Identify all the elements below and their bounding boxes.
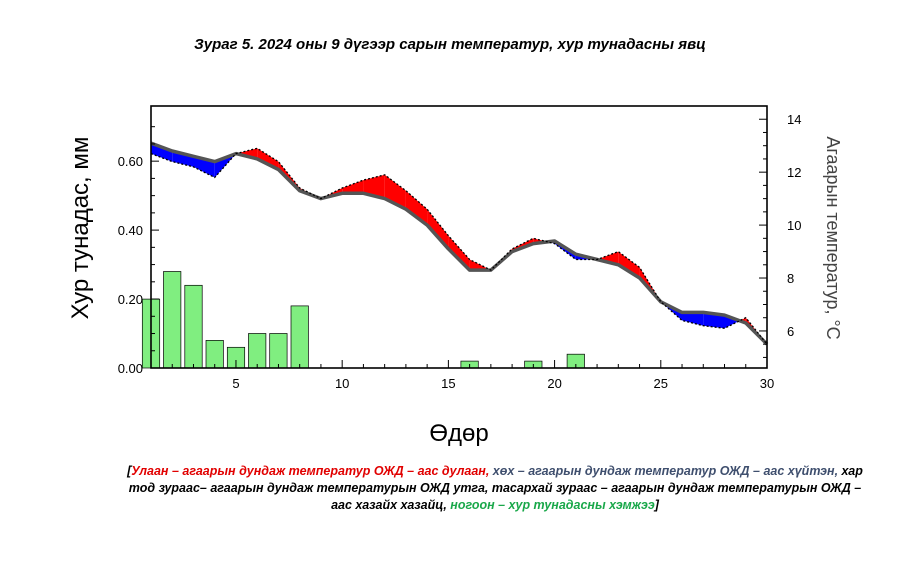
precip-bar-day-6	[248, 333, 267, 369]
y-left-axis: 0.00 0.20 0.40 0.60	[118, 126, 159, 376]
caption-red-legend: Улаан – агаарын дундаж температур ОЖД – …	[131, 464, 490, 478]
warm-anomaly-fill-11-0	[363, 174, 385, 199]
caption-line-legend: хар тод зураас– агаарын дундаж температу…	[128, 464, 863, 512]
plot-frame	[150, 105, 768, 369]
warm-anomaly-fill-10-0	[342, 180, 364, 194]
warm-anomaly-fill-14-0	[427, 209, 449, 249]
x-tick-label-30: 30	[760, 376, 774, 391]
warm-anomaly-fill-15-0	[448, 235, 470, 271]
x-tick-label-15: 15	[441, 376, 455, 391]
cold-anomaly-fill-28-0	[724, 315, 740, 329]
chart-caption: [Улаан – агаарын дундаж температур ОЖД –…	[120, 463, 870, 514]
warm-anomaly-fill-23-0	[618, 251, 640, 278]
caption-green-legend: ногоон – хур тунадасны хэмжээ	[446, 498, 655, 512]
x-axis-label: Өдөр	[429, 420, 488, 447]
caption-open-bracket: [	[127, 464, 132, 478]
y-right-tick-label: 14	[787, 112, 801, 127]
cold-anomaly-fill-1-0	[151, 143, 173, 162]
caption-blue-legend: хөх – агаарын дундаж температур ОЖД – аа…	[489, 464, 839, 478]
warm-anomaly-fill-16-0	[469, 259, 491, 271]
precip-bar-day-8	[290, 305, 309, 369]
x-tick-label-5: 5	[232, 376, 239, 391]
chart: 5 10 15 20 25 30 0.00 0.20 0.40 0.60 6 8 10 12 14 Өд…	[67, 105, 843, 447]
x-tick-label-10: 10	[335, 376, 349, 391]
cold-anomaly-fill-27-0	[703, 312, 725, 329]
y-left-tick-label: 0.40	[118, 223, 143, 238]
y-left-tick-label: 0.20	[118, 292, 143, 307]
x-tick-label-25: 25	[654, 376, 668, 391]
warm-anomaly-fill-22-0	[597, 251, 619, 265]
y-right-tick-label: 6	[787, 324, 794, 339]
x-axis: 5 10 15 20 25 30	[150, 360, 774, 391]
warm-anomaly-fill-13-0	[405, 190, 428, 226]
y-left-tick-label: 0.00	[118, 361, 143, 376]
precipitation-bars	[141, 271, 585, 369]
y-right-axis-label: Агаарын температур, °C	[823, 136, 843, 339]
x-tick-label-20: 20	[547, 376, 561, 391]
cold-anomaly-fill-26-0	[682, 312, 704, 326]
precip-bar-day-3	[184, 284, 203, 369]
precip-bar-day-7	[269, 333, 288, 369]
y-right-axis: 6 8 10 12 14	[759, 112, 801, 358]
y-right-tick-label: 12	[787, 165, 801, 180]
temperature-norm-line	[150, 141, 769, 346]
caption-close-bracket: ]	[654, 498, 659, 512]
y-right-tick-label: 10	[787, 218, 801, 233]
warm-anomaly-fill-6-0	[257, 148, 279, 170]
precip-bar-day-2	[163, 271, 182, 369]
warm-anomaly-fill-29-0	[745, 317, 767, 345]
y-left-axis-label: Хур тунадас, мм	[67, 137, 94, 320]
y-right-tick-label: 8	[787, 271, 794, 286]
chart-title: Зураг 5. 2024 оны 9 дүгээр сарын темпера…	[194, 36, 706, 53]
precip-bar-day-4	[205, 340, 224, 369]
temperature-mean-dashed-line	[150, 147, 768, 345]
y-left-tick-label: 0.60	[118, 154, 143, 169]
